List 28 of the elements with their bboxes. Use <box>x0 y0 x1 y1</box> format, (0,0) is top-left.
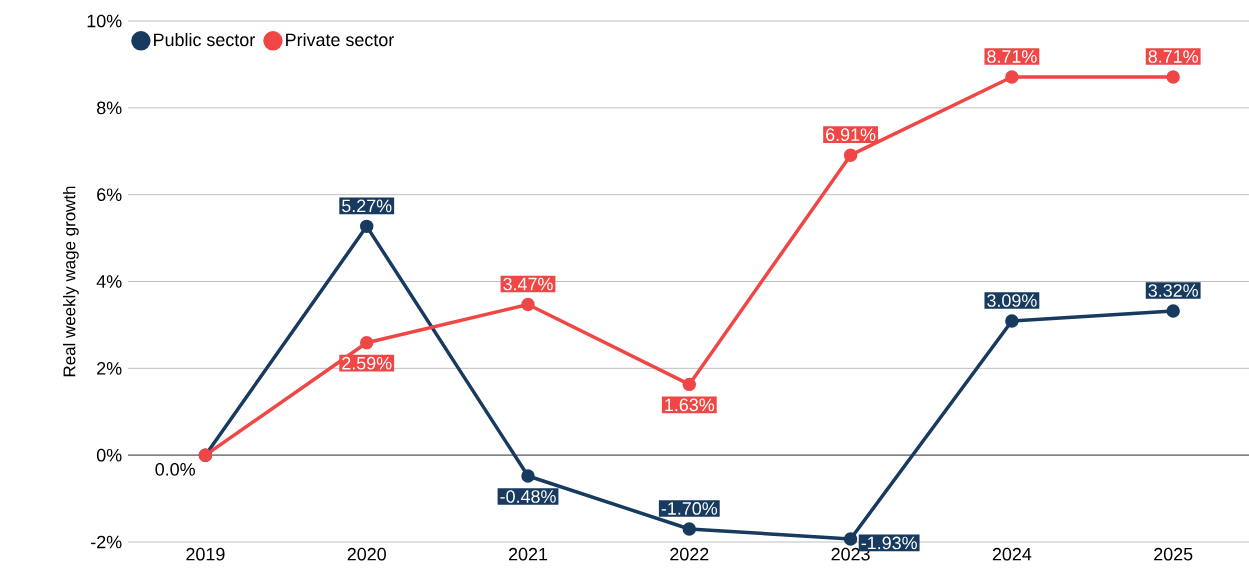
data-label: 3.47% <box>503 277 553 291</box>
data-label: 3.09% <box>987 294 1037 307</box>
x-tick-label: 2022 <box>670 547 709 561</box>
data-label: 6.91% <box>826 128 876 141</box>
x-tick-label: 2020 <box>347 547 386 561</box>
y-tick-label: 10% <box>87 14 122 28</box>
legend-label: Private sector <box>286 32 394 47</box>
y-tick-label: -2% <box>91 535 122 549</box>
data-label: 2.59% <box>342 356 392 370</box>
x-tick-label: 2019 <box>186 547 225 561</box>
data-label: 8.71% <box>1148 50 1198 63</box>
y-tick-label: 6% <box>97 188 122 202</box>
legend-label: Public sector <box>154 32 255 47</box>
y-tick-label: 2% <box>97 362 122 375</box>
y-tick-label: 8% <box>97 101 122 115</box>
data-label: -0.48% <box>500 490 556 503</box>
annotation: 0.0% <box>155 462 195 476</box>
data-label: 5.27% <box>342 199 392 213</box>
y-axis-title: Real weekly wage growth <box>62 186 79 377</box>
x-tick-label: 2021 <box>508 547 548 561</box>
y-tick-label: 0% <box>96 448 122 462</box>
data-label: 8.71% <box>987 50 1037 63</box>
data-label: 1.63% <box>665 398 715 412</box>
x-tick-label: 2024 <box>992 547 1032 561</box>
y-tick-label: 4% <box>96 275 122 288</box>
x-tick-label: 2025 <box>1154 547 1193 561</box>
data-label: 3.32% <box>1148 284 1198 297</box>
data-label: -1.70% <box>661 502 718 515</box>
